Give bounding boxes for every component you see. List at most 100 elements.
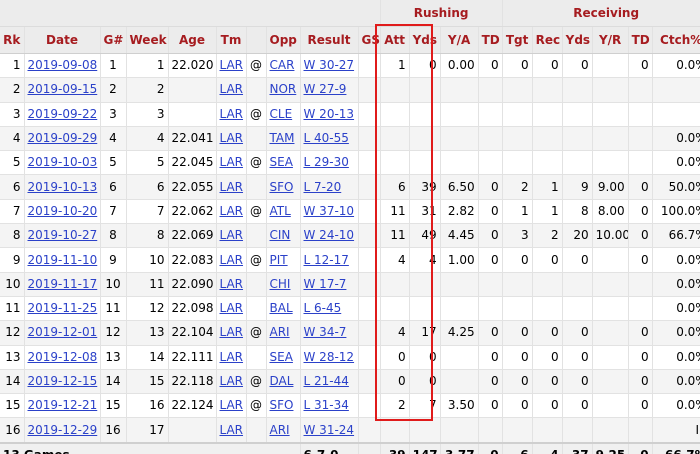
- column-header-rush-att[interactable]: Att: [380, 26, 410, 54]
- opp-link[interactable]: CLE: [269, 106, 293, 121]
- tm-link[interactable]: LAR: [219, 106, 244, 121]
- cell-att: [380, 150, 410, 176]
- result-link[interactable]: W 30-27: [303, 58, 355, 73]
- date-link[interactable]: 2019-10-27: [27, 228, 98, 243]
- date-link[interactable]: 2019-12-01: [27, 325, 98, 340]
- tm-link[interactable]: LAR: [219, 398, 244, 413]
- result-link[interactable]: W 31-24: [303, 422, 355, 437]
- date-link[interactable]: 2019-10-03: [27, 155, 98, 170]
- cell-rk: 14: [0, 369, 25, 395]
- date-link[interactable]: 2019-12-29: [27, 422, 98, 437]
- column-header-opp[interactable]: Opp: [266, 26, 301, 54]
- column-header-game-num[interactable]: G#: [100, 26, 127, 54]
- date-link[interactable]: 2019-12-21: [27, 398, 98, 413]
- date-link[interactable]: 2019-12-08: [27, 349, 98, 364]
- column-header-at[interactable]: [246, 26, 267, 54]
- result-link[interactable]: W 37-10: [303, 203, 355, 218]
- column-header-tgt[interactable]: Tgt: [502, 26, 533, 54]
- cell-age: 22.041: [168, 126, 217, 152]
- opp-link[interactable]: BAL: [269, 301, 293, 316]
- tm-link[interactable]: LAR: [219, 349, 244, 364]
- column-header-yr[interactable]: Y/R: [592, 26, 629, 54]
- column-header-result[interactable]: Result: [300, 26, 359, 54]
- column-header-week[interactable]: Week: [126, 26, 169, 54]
- result-link[interactable]: W 24-10: [303, 228, 355, 243]
- date-link[interactable]: 2019-11-10: [27, 252, 98, 267]
- tm-link[interactable]: LAR: [219, 203, 244, 218]
- opp-link[interactable]: ARI: [269, 422, 290, 437]
- date-link[interactable]: 2019-09-22: [27, 106, 98, 121]
- cell-td: [478, 417, 503, 444]
- date-link[interactable]: 2019-09-15: [27, 82, 98, 97]
- cell-date: 2019-09-15: [24, 77, 101, 103]
- result-link[interactable]: L 21-44: [303, 374, 349, 388]
- column-header-rec[interactable]: Rec: [532, 26, 563, 54]
- cell-opp: SFO: [266, 393, 301, 419]
- opp-link[interactable]: SFO: [269, 179, 294, 194]
- column-header-rec-td[interactable]: TD: [628, 26, 653, 54]
- column-header-team[interactable]: Tm: [216, 26, 247, 54]
- column-header-date[interactable]: Date: [24, 26, 101, 54]
- tm-link[interactable]: LAR: [219, 374, 244, 388]
- opp-link[interactable]: DAL: [269, 374, 294, 388]
- cell-yr: [592, 247, 629, 273]
- opp-link[interactable]: ATL: [269, 203, 291, 218]
- result-link[interactable]: L 6-45: [303, 301, 342, 316]
- result-link[interactable]: W 28-12: [303, 349, 355, 364]
- cell-tgt: [502, 296, 533, 322]
- opp-link[interactable]: SEA: [269, 349, 293, 364]
- cell-yr: [592, 126, 629, 152]
- opp-link[interactable]: SEA: [269, 155, 293, 170]
- cell-ya: [440, 345, 479, 370]
- cell-att: 4: [380, 320, 410, 346]
- opp-link[interactable]: CIN: [269, 228, 291, 243]
- result-link[interactable]: W 34-7: [303, 325, 347, 340]
- result-link[interactable]: W 27-9: [303, 82, 347, 97]
- result-link[interactable]: W 20-13: [303, 106, 355, 121]
- tm-link[interactable]: LAR: [219, 131, 244, 146]
- date-link[interactable]: 2019-09-29: [27, 131, 98, 146]
- totals-gs: [358, 441, 381, 454]
- cell-ctch: 0.0%: [652, 53, 700, 79]
- date-link[interactable]: 2019-11-17: [27, 276, 98, 291]
- opp-link[interactable]: PIT: [269, 252, 288, 267]
- opp-link[interactable]: NOR: [269, 82, 297, 97]
- date-link[interactable]: 2019-09-08: [27, 58, 98, 73]
- tm-link[interactable]: LAR: [219, 228, 244, 243]
- column-header-rk[interactable]: Rk: [0, 26, 25, 54]
- opp-link[interactable]: SFO: [269, 398, 294, 413]
- column-header-rush-td[interactable]: TD: [478, 26, 503, 54]
- opp-link[interactable]: CAR: [269, 58, 295, 73]
- column-header-rush-ya[interactable]: Y/A: [440, 26, 479, 54]
- tm-link[interactable]: LAR: [219, 82, 244, 97]
- result-link[interactable]: L 31-34: [303, 398, 349, 413]
- opp-link[interactable]: ARI: [269, 325, 290, 340]
- opp-link[interactable]: TAM: [269, 131, 295, 146]
- result-link[interactable]: L 12-17: [303, 252, 349, 267]
- tm-link[interactable]: LAR: [219, 58, 244, 73]
- tm-link[interactable]: LAR: [219, 422, 244, 437]
- tm-link[interactable]: LAR: [219, 155, 244, 170]
- result-link[interactable]: W 17-7: [303, 276, 347, 291]
- tm-link[interactable]: LAR: [219, 301, 244, 316]
- column-header-gs[interactable]: GS: [358, 26, 381, 54]
- column-header-ctch[interactable]: Ctch%: [652, 26, 700, 54]
- date-link[interactable]: 2019-10-20: [27, 203, 98, 218]
- cell-rtd: 0: [628, 223, 653, 249]
- result-link[interactable]: L 7-20: [303, 179, 342, 194]
- result-link[interactable]: L 40-55: [303, 131, 349, 146]
- cell-result: L 29-30: [300, 150, 359, 176]
- table-row: 1 2019-09-08 1 1 22.020 LAR @ CAR W 30-27 1 0 0.00 0…: [0, 53, 700, 79]
- opp-link[interactable]: CHI: [269, 276, 291, 291]
- date-link[interactable]: 2019-12-15: [27, 374, 98, 388]
- tm-link[interactable]: LAR: [219, 325, 244, 340]
- column-header-age[interactable]: Age: [168, 26, 217, 54]
- column-header-rec-yds[interactable]: Yds: [562, 26, 593, 54]
- result-link[interactable]: L 29-30: [303, 155, 349, 170]
- tm-link[interactable]: LAR: [219, 276, 244, 291]
- date-link[interactable]: 2019-11-25: [27, 301, 98, 316]
- column-header-rush-yds[interactable]: Yds: [409, 26, 441, 54]
- date-link[interactable]: 2019-10-13: [27, 179, 98, 194]
- tm-link[interactable]: LAR: [219, 179, 244, 194]
- tm-link[interactable]: LAR: [219, 252, 244, 267]
